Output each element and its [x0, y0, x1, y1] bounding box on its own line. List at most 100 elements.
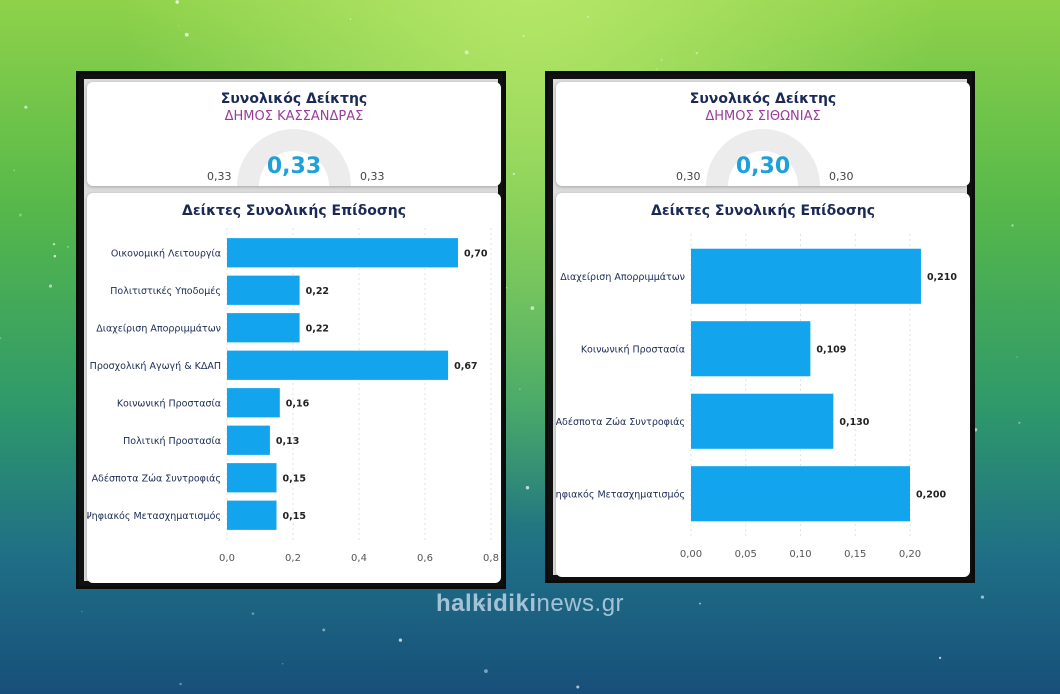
gauge-arc — [706, 129, 820, 186]
x-tick-label: 0,2 — [285, 553, 301, 564]
category-label: Κοινωνική Προστασία — [581, 344, 685, 355]
bar[interactable] — [227, 275, 300, 305]
x-tick-label: 0,15 — [844, 549, 866, 560]
bar[interactable] — [691, 393, 834, 449]
sparkle — [530, 306, 535, 310]
sparkle — [980, 595, 985, 599]
data-label: 0,210 — [927, 272, 957, 283]
sparkle — [18, 213, 22, 217]
sparkle — [282, 663, 284, 665]
site-watermark: halkidikinews.gr — [0, 590, 1060, 618]
sparkle — [53, 254, 57, 258]
panel-sithonia: Συνολικός Δείκτης ΔΗΜΟΣ ΣΙΘΩΝΙΑΣ 0,30 0,… — [545, 71, 975, 583]
category-label: Αδέσποτα Ζώα Συντροφιάς — [556, 417, 685, 428]
category-label: Ψηφιακός Μετασχηματισμός — [556, 489, 685, 500]
sparkle — [24, 105, 28, 109]
sparkle — [67, 245, 69, 248]
bar[interactable] — [227, 463, 277, 493]
sparkle — [48, 284, 53, 288]
sparkle — [484, 669, 488, 673]
sparkle — [349, 18, 352, 20]
bar[interactable] — [227, 388, 280, 418]
sparkle — [175, 0, 179, 4]
sparkle — [52, 243, 56, 246]
sparkle — [512, 172, 516, 176]
bar-chart-card: Δείκτες Συνολικής Επίδοσης 0,0 0,2 0,4 0,6 0… — [87, 193, 501, 583]
kpi-card: Συνολικός Δείκτης ΔΗΜΟΣ ΚΑΣΣΑΝΔΡΑΣ 0,33 … — [87, 82, 501, 186]
chart-title: Δείκτες Συνολικής Επίδοσης — [651, 203, 875, 219]
sparkle — [522, 35, 525, 38]
sparkle — [482, 603, 486, 607]
bar-chart: 0,00 0,05 0,10 0,15 0,20 Διαχείριση Απορριμμά… — [556, 234, 957, 560]
gauge-arc — [237, 129, 351, 186]
bar[interactable] — [227, 425, 270, 455]
data-label: 0,109 — [816, 344, 846, 355]
bar-chart-card: Δείκτες Συνολικής Επίδοσης 0,00 0,05 0,10 0… — [556, 193, 970, 577]
data-label: 0,15 — [283, 511, 306, 522]
bar[interactable] — [691, 321, 811, 377]
bar[interactable] — [227, 238, 458, 268]
sparkle — [0, 336, 2, 340]
data-label: 0,200 — [916, 489, 946, 500]
kpi-municipality: ΔΗΜΟΣ ΣΙΘΩΝΙΑΣ — [705, 109, 821, 124]
sparkle — [251, 612, 255, 615]
bar[interactable] — [227, 313, 300, 343]
category-label: Οικονομική Λειτουργία — [111, 248, 221, 259]
data-label: 0,13 — [276, 436, 299, 447]
x-tick-label: 0,0 — [219, 553, 235, 564]
data-label: 0,16 — [286, 398, 310, 409]
sparkle — [519, 388, 521, 390]
panel-kassandra: Συνολικός Δείκτης ΔΗΜΟΣ ΚΑΣΣΑΝΔΡΑΣ 0,33 … — [76, 71, 506, 589]
sparkle — [586, 15, 589, 18]
data-label: 0,15 — [283, 473, 306, 484]
data-label: 0,22 — [306, 323, 329, 334]
sparkle — [1011, 224, 1014, 227]
gauge-value: 0,33 — [266, 154, 322, 179]
data-label: 0,70 — [464, 248, 488, 259]
sparkle — [656, 68, 658, 70]
sparkle — [525, 486, 530, 490]
sparkle — [695, 51, 699, 55]
sparkle — [178, 25, 180, 27]
x-tick-label: 0,10 — [789, 549, 811, 560]
category-label: Πολιτιστικές Υποδομές — [110, 286, 221, 297]
sparkle — [81, 610, 83, 613]
category-label: Κοινωνική Προστασία — [117, 398, 221, 409]
gauge-value: 0,30 — [735, 154, 791, 179]
data-label: 0,67 — [454, 361, 477, 372]
watermark-bold: halkidiki — [435, 590, 537, 617]
kpi-title: Συνολικός Δείκτης — [220, 91, 368, 107]
kpi-title: Συνολικός Δείκτης — [689, 91, 837, 107]
sparkle — [13, 169, 16, 172]
x-tick-label: 0,00 — [680, 549, 702, 560]
bar[interactable] — [227, 350, 449, 380]
gauge-min-label: 0,33 — [207, 170, 232, 183]
sparkle — [660, 58, 663, 62]
sparkle — [699, 602, 701, 605]
sparkle — [179, 682, 182, 686]
bar[interactable] — [691, 248, 921, 304]
category-label: Πολιτική Προστασία — [123, 436, 221, 447]
category-label: Ψηφιακός Μετασχηματισμός — [87, 511, 221, 522]
sparkle — [398, 638, 403, 642]
sparkle — [475, 598, 479, 601]
sparkle — [184, 32, 189, 37]
data-label: 0,22 — [306, 286, 329, 297]
sparkle — [938, 656, 942, 660]
bar[interactable] — [227, 500, 277, 530]
x-tick-label: 0,4 — [351, 553, 367, 564]
kpi-municipality: ΔΗΜΟΣ ΚΑΣΣΑΝΔΡΑΣ — [224, 109, 364, 124]
sparkle — [506, 287, 508, 289]
x-tick-label: 0,20 — [899, 549, 921, 560]
category-label: Προσχολική Αγωγή & ΚΔΑΠ — [90, 361, 221, 372]
watermark-rest: news.gr — [536, 590, 625, 617]
kpi-card: Συνολικός Δείκτης ΔΗΜΟΣ ΣΙΘΩΝΙΑΣ 0,30 0,… — [556, 82, 970, 186]
bar[interactable] — [691, 466, 910, 522]
category-label: Διαχείριση Απορριμμάτων — [560, 272, 685, 283]
sparkle — [1018, 421, 1021, 424]
gauge-min-label: 0,30 — [676, 170, 701, 183]
gauge-max-label: 0,33 — [360, 170, 385, 183]
x-tick-label: 0,05 — [735, 549, 757, 560]
sparkle — [464, 50, 469, 55]
bar-chart: 0,0 0,2 0,4 0,6 0,8 Οικονομική Λειτουργία 0,70… — [87, 228, 499, 564]
